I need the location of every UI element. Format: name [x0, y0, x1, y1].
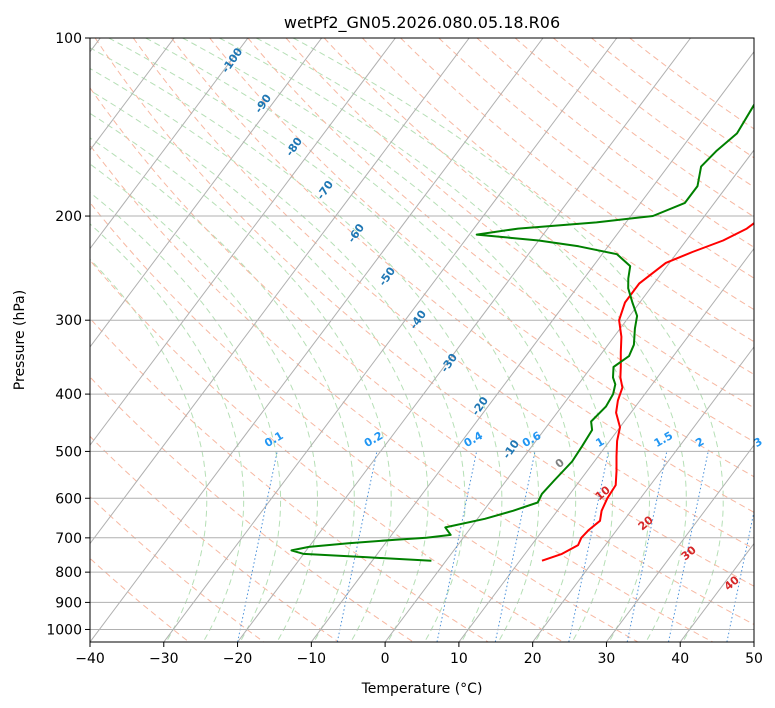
mixing-ratio-line — [568, 451, 609, 642]
x-axis-title: Temperature (°C) — [361, 681, 483, 697]
mixing-ratio-line — [237, 451, 278, 642]
temperature-line — [541, 221, 754, 562]
dry-adiabat — [400, 38, 754, 311]
x-tick-label: −10 — [297, 651, 327, 667]
x-tick-label: 20 — [524, 651, 542, 667]
y-tick-label: 600 — [55, 491, 82, 507]
moist-adiabat — [145, 38, 577, 642]
moist-adiabat — [90, 258, 208, 642]
moist-adiabat — [90, 137, 355, 642]
dry-adiabat — [209, 38, 754, 478]
dry-adiabat — [438, 38, 754, 279]
mixing-ratio-line — [726, 509, 754, 642]
mixing-ratio-line — [336, 451, 378, 642]
x-tick-label: 30 — [598, 651, 616, 667]
isotherm — [90, 38, 249, 250]
dry-adiabat — [553, 38, 754, 188]
moist-adiabat — [256, 38, 687, 642]
y-axis: 100 200 300 400 500 600 700 800 900 1000 — [46, 31, 90, 638]
chart-title: wetPf2_GN05.2026.080.05.18.R06 — [284, 13, 560, 33]
y-axis-title: Pressure (hPa) — [12, 290, 28, 390]
y-tick-label: 300 — [55, 313, 82, 329]
isotherm — [606, 444, 754, 642]
dry-adiabat — [362, 38, 754, 343]
isotherm — [90, 38, 396, 447]
moist-adiabat — [90, 67, 466, 642]
y-tick-label: 500 — [55, 444, 82, 460]
moist-adiabat — [90, 89, 429, 642]
moist-adiabat — [182, 38, 614, 642]
dewpoint-line — [290, 103, 754, 562]
mixing-ratio-line — [668, 451, 709, 642]
y-tick-label: 100 — [55, 31, 82, 47]
dry-adiabat — [90, 201, 639, 642]
dry-adiabat — [94, 38, 754, 587]
isotherm — [237, 38, 691, 642]
y-tick-label: 200 — [55, 209, 82, 225]
dry-adiabat — [323, 38, 754, 375]
x-tick-label: −30 — [149, 651, 179, 667]
isotherm — [163, 38, 618, 642]
dry-adiabat — [285, 38, 754, 409]
isotherm — [458, 247, 754, 642]
mixing-ratio-line — [436, 451, 478, 642]
y-tick-label: 900 — [55, 595, 82, 611]
isotherm — [90, 38, 544, 642]
plot-area — [90, 38, 754, 642]
moist-adiabat — [219, 38, 651, 642]
mixing-ratio-line — [494, 451, 536, 642]
isotherm — [384, 149, 754, 642]
dry-adiabat — [171, 38, 754, 513]
moist-adiabat — [292, 38, 724, 642]
y-tick-label: 1000 — [46, 622, 82, 638]
dry-adiabat — [90, 259, 564, 642]
isotherm — [90, 38, 323, 348]
y-tick-label: 700 — [55, 531, 82, 547]
moist-adiabat — [90, 223, 245, 642]
x-tick-label: −20 — [223, 651, 253, 667]
isotherm — [90, 38, 175, 151]
x-tick-label: 40 — [671, 651, 689, 667]
dry-adiabats — [90, 38, 754, 642]
isotherms — [90, 38, 754, 642]
x-tick-label: 50 — [745, 651, 763, 667]
mixing-ratio-lines — [237, 451, 754, 642]
x-tick-label: 10 — [450, 651, 468, 667]
plot-frame — [89, 37, 755, 643]
dry-adiabat — [514, 38, 754, 218]
moist-adiabat — [90, 191, 282, 642]
isotherm — [90, 38, 470, 545]
x-tick-label: −40 — [75, 651, 105, 667]
moist-adiabat — [90, 47, 503, 642]
moist-adiabat — [108, 38, 540, 642]
y-tick-label: 400 — [55, 387, 82, 403]
dry-adiabat — [132, 38, 754, 550]
y-tick-label: 800 — [55, 565, 82, 581]
background-lines — [90, 38, 754, 642]
x-axis: −40 −30 −20 −10 0 10 20 30 40 50 — [75, 642, 763, 667]
x-tick-label: 0 — [381, 651, 390, 667]
dry-adiabat — [90, 144, 713, 642]
isotherm — [532, 346, 754, 642]
pressure-gridlines — [90, 38, 754, 630]
moist-adiabat — [90, 163, 319, 642]
dry-adiabat — [90, 317, 489, 642]
dry-adiabat — [90, 376, 414, 642]
dry-adiabat — [90, 87, 754, 626]
mixing-ratio-line — [626, 451, 668, 642]
profile-lines — [290, 103, 754, 562]
